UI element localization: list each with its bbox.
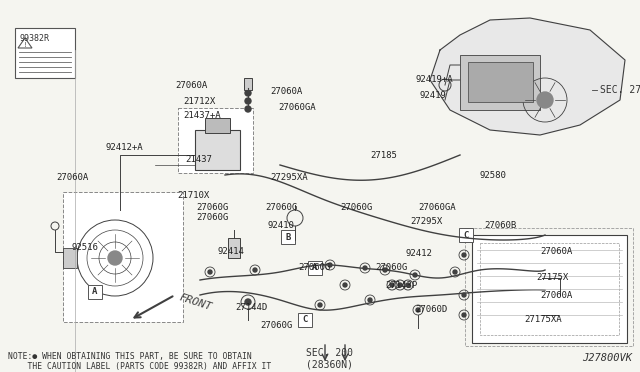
Circle shape	[537, 92, 553, 108]
Text: 27185: 27185	[370, 151, 397, 160]
Text: 27175XA: 27175XA	[524, 315, 562, 324]
Bar	[472, 235, 627, 343]
Text: 27060G: 27060G	[196, 202, 228, 212]
Text: SEC. 200
(28360N): SEC. 200 (28360N)	[307, 348, 353, 370]
Text: C: C	[302, 315, 308, 324]
Text: 27060G: 27060G	[260, 321, 292, 330]
Text: B: B	[285, 232, 291, 241]
Text: 27175X: 27175X	[536, 273, 568, 282]
Circle shape	[462, 253, 466, 257]
Text: 27060A: 27060A	[270, 87, 302, 96]
Text: 27060G: 27060G	[375, 263, 407, 273]
Bar	[178, 108, 253, 173]
Text: NOTE:● WHEN OBTAINING THIS PART, BE SURE TO OBTAIN
    THE CAUTION LABEL (PARTS : NOTE:● WHEN OBTAINING THIS PART, BE SURE…	[8, 352, 271, 372]
Text: 92410: 92410	[268, 221, 295, 230]
Text: C: C	[463, 231, 468, 240]
Text: 92419+A: 92419+A	[415, 76, 452, 84]
Text: 27143P: 27143P	[385, 280, 417, 289]
Text: 99382R: 99382R	[19, 34, 49, 43]
Circle shape	[363, 266, 367, 270]
Circle shape	[416, 308, 420, 312]
Bar	[298, 313, 312, 327]
Text: 21437: 21437	[185, 155, 212, 164]
Text: 27060G: 27060G	[298, 263, 330, 273]
Text: !: !	[24, 42, 26, 48]
Bar	[480, 243, 619, 335]
Text: J27800VK: J27800VK	[582, 353, 632, 363]
Circle shape	[390, 283, 394, 287]
Polygon shape	[430, 18, 625, 135]
Text: 21710X: 21710X	[177, 190, 209, 199]
Text: 27060G: 27060G	[265, 202, 297, 212]
Text: 27060G: 27060G	[340, 202, 372, 212]
Text: A: A	[92, 288, 98, 296]
Text: 27060B: 27060B	[484, 221, 516, 230]
Circle shape	[108, 251, 122, 265]
Circle shape	[406, 283, 410, 287]
Circle shape	[253, 268, 257, 272]
Text: 27060A: 27060A	[540, 247, 572, 257]
Circle shape	[462, 313, 466, 317]
Text: 27060GA: 27060GA	[278, 103, 316, 112]
Bar	[281, 230, 295, 244]
Text: 27144D: 27144D	[235, 304, 268, 312]
Circle shape	[245, 106, 251, 112]
Bar	[88, 285, 102, 299]
Circle shape	[343, 283, 347, 287]
Text: 21712X: 21712X	[183, 96, 215, 106]
Text: 27060GA: 27060GA	[418, 202, 456, 212]
Bar	[465, 228, 633, 346]
Text: 21437+A: 21437+A	[183, 110, 221, 119]
Circle shape	[413, 273, 417, 277]
Circle shape	[398, 283, 402, 287]
Circle shape	[245, 90, 251, 96]
Bar	[15, 28, 75, 78]
Text: 27060A: 27060A	[56, 173, 88, 183]
Bar	[468, 62, 533, 102]
Circle shape	[245, 299, 251, 305]
Bar	[244, 78, 252, 90]
Text: 27060A: 27060A	[540, 291, 572, 299]
Text: 92580: 92580	[480, 170, 507, 180]
Text: 92412: 92412	[405, 250, 432, 259]
Circle shape	[318, 303, 322, 307]
Bar	[460, 55, 540, 110]
Text: A: A	[312, 263, 317, 273]
Bar	[205, 118, 230, 133]
Circle shape	[328, 263, 332, 267]
Circle shape	[208, 270, 212, 274]
Bar	[308, 261, 322, 275]
Text: 27060G: 27060G	[196, 214, 228, 222]
Text: FRONT: FRONT	[178, 292, 213, 312]
Text: 92412+A: 92412+A	[105, 144, 143, 153]
Bar	[63, 192, 183, 322]
Text: 92516: 92516	[72, 244, 99, 253]
Circle shape	[368, 298, 372, 302]
Text: 27295XA: 27295XA	[270, 173, 308, 183]
Bar	[195, 130, 240, 170]
Bar	[459, 228, 473, 242]
Text: 27060A: 27060A	[175, 81, 207, 90]
Text: 92419: 92419	[420, 92, 447, 100]
Text: SEC. 270: SEC. 270	[600, 85, 640, 95]
Circle shape	[245, 98, 251, 104]
Bar	[228, 238, 240, 258]
Circle shape	[462, 293, 466, 297]
Bar	[63, 248, 77, 268]
Text: 27295X: 27295X	[410, 218, 442, 227]
Circle shape	[383, 268, 387, 272]
Text: 27060D: 27060D	[415, 305, 447, 314]
Circle shape	[453, 270, 457, 274]
Text: 92414: 92414	[218, 247, 245, 257]
